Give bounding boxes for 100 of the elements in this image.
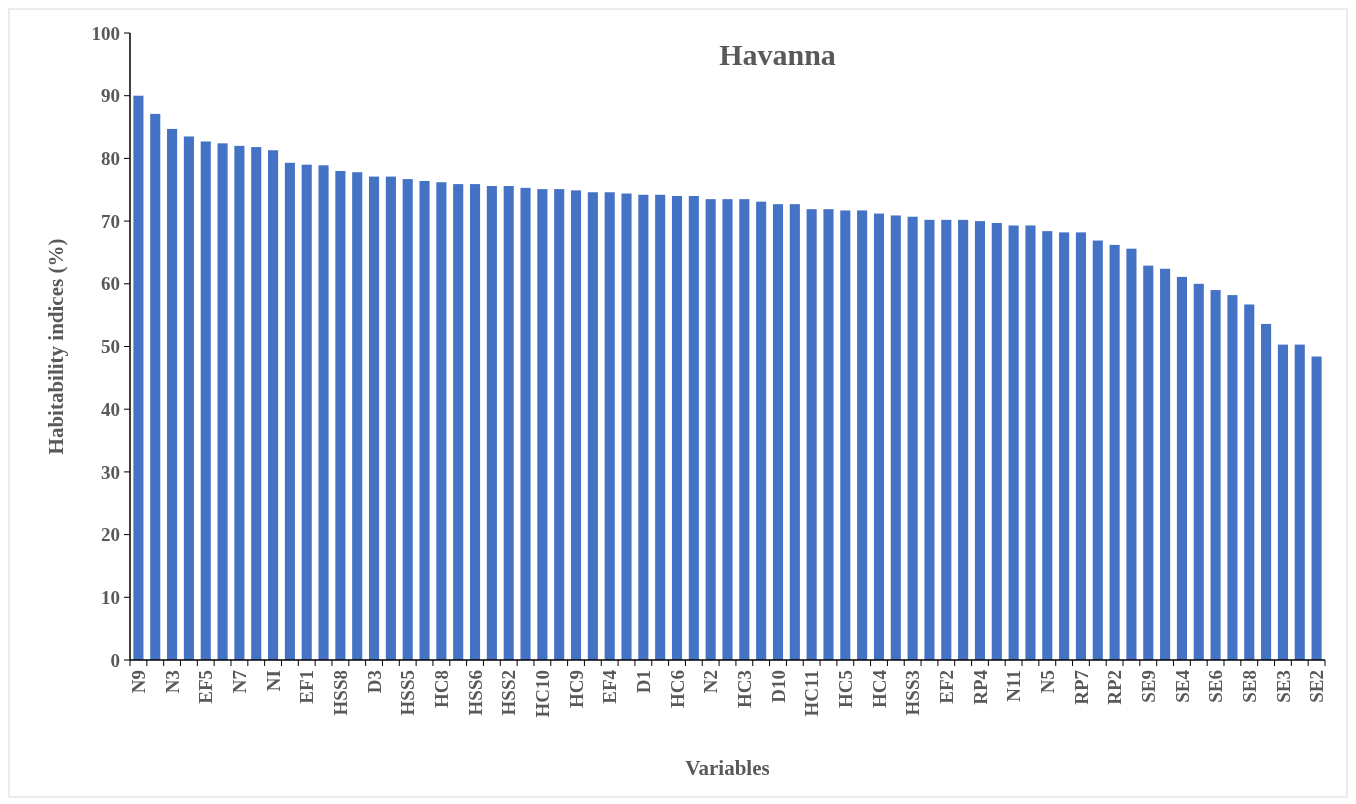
bar <box>469 184 481 660</box>
x-tick-label: D1 <box>633 670 654 694</box>
x-tick-label: N9 <box>128 670 150 694</box>
x-tick-label: HC11 <box>801 670 823 717</box>
bar <box>621 193 632 660</box>
bar <box>873 213 885 660</box>
bar <box>520 187 531 660</box>
chart-title: Havanna <box>719 38 836 71</box>
bar <box>1311 356 1322 660</box>
bar <box>385 176 396 660</box>
y-tick-label: 50 <box>101 336 120 358</box>
bar <box>638 194 649 660</box>
bar <box>150 113 161 660</box>
x-tick-label: HSS2 <box>498 670 520 716</box>
y-tick-label: 40 <box>101 398 120 420</box>
y-axis-title: Habitability indices (%) <box>44 238 68 455</box>
x-tick-label: SE2 <box>1306 670 1328 703</box>
bar <box>890 215 901 660</box>
bar <box>739 199 750 660</box>
bar <box>1227 295 1238 660</box>
x-axis-title: Variables <box>685 756 770 780</box>
bar <box>352 172 363 660</box>
bar <box>335 170 346 660</box>
x-tick-label: HC8 <box>431 670 453 708</box>
bar <box>419 180 430 660</box>
bar <box>570 190 582 660</box>
y-tick-label: 10 <box>101 586 120 608</box>
x-tick-label: HSS3 <box>902 670 924 716</box>
bar <box>234 145 245 660</box>
bar <box>840 210 851 660</box>
y-tick-label: 90 <box>101 85 120 107</box>
bar <box>318 165 329 660</box>
bar <box>453 184 464 660</box>
x-tick-label: EF5 <box>195 670 217 704</box>
bar <box>402 179 413 660</box>
bar <box>1109 244 1120 660</box>
bar <box>604 192 615 660</box>
x-tick-label: N3 <box>161 670 183 694</box>
x-tick-label: SE8 <box>1238 670 1260 703</box>
bar <box>1075 232 1086 660</box>
x-tick-label: RP2 <box>1104 670 1126 705</box>
x-tick-label: SE4 <box>1171 669 1193 703</box>
bar <box>251 147 262 660</box>
bar <box>133 95 144 660</box>
x-tick-label: SE9 <box>1137 670 1159 703</box>
x-tick-label: RP7 <box>1070 669 1092 705</box>
bar <box>1042 231 1053 660</box>
x-tick-label: HC4 <box>868 669 890 708</box>
y-tick-label: 0 <box>110 649 120 671</box>
x-tick-label: HSS6 <box>464 670 486 716</box>
bar <box>537 189 548 660</box>
bar <box>1143 265 1154 660</box>
bar <box>1126 248 1137 660</box>
x-tick-label: SE6 <box>1205 670 1227 703</box>
bar <box>554 189 565 660</box>
bar <box>974 221 986 660</box>
bar <box>924 219 935 660</box>
bar <box>958 219 969 660</box>
x-tick-label: N2 <box>700 670 722 694</box>
bar <box>722 199 733 660</box>
bar <box>587 192 598 660</box>
bar <box>1025 225 1036 660</box>
x-tick-label: N11 <box>1003 670 1025 702</box>
x-tick-label: D3 <box>363 670 385 694</box>
bar <box>671 196 683 660</box>
y-tick-label: 30 <box>101 461 120 483</box>
bar <box>772 204 784 660</box>
y-tick-label: 20 <box>101 524 120 546</box>
x-tick-label: HC6 <box>666 670 688 708</box>
x-tick-label: NI <box>262 670 284 692</box>
x-tick-label: HSS8 <box>330 670 352 716</box>
bar <box>217 143 228 660</box>
bar <box>1059 232 1070 660</box>
bar <box>1294 344 1305 660</box>
y-tick-label: 100 <box>91 22 120 44</box>
x-tick-label: EF4 <box>599 669 621 704</box>
x-tick-label: D10 <box>767 670 789 703</box>
x-tick-label: N7 <box>229 669 251 694</box>
y-tick-label: 80 <box>101 148 120 170</box>
bar <box>268 150 279 660</box>
y-tick-label: 70 <box>101 210 120 232</box>
bar <box>1160 268 1171 660</box>
bar <box>436 182 447 660</box>
x-tick-label: HC5 <box>834 670 856 708</box>
bar <box>1244 304 1255 660</box>
bar <box>991 222 1002 660</box>
x-tick-label: N5 <box>1036 670 1058 694</box>
bar <box>1176 276 1187 660</box>
bar <box>857 210 868 660</box>
bar <box>486 185 497 660</box>
x-tick-label: SE3 <box>1272 670 1294 703</box>
x-tick-label: HC10 <box>532 670 554 718</box>
bar <box>705 199 716 660</box>
bar <box>369 176 380 660</box>
x-tick-label: HC9 <box>565 670 587 708</box>
x-tick-label: HC3 <box>733 670 755 708</box>
x-tick-label: RP4 <box>969 669 991 705</box>
x-tick-label: EF2 <box>935 670 957 704</box>
bar <box>1008 225 1019 660</box>
x-tick-label: EF1 <box>296 670 318 704</box>
